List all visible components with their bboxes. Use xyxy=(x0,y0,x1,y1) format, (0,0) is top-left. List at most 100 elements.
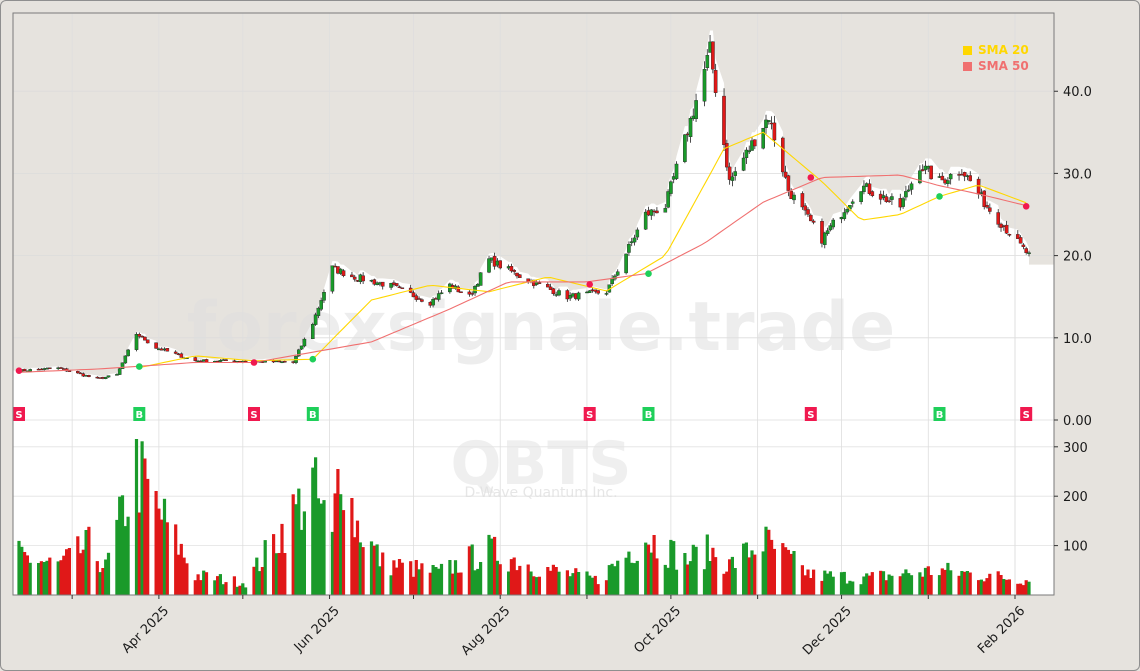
x-axis: Apr 2025 Jun 2025 Aug 2025 Oct 2025 Dec 2025… xyxy=(71,595,1028,659)
signal-label: B xyxy=(936,410,944,421)
volume-bar xyxy=(490,538,494,595)
volume-bar xyxy=(691,544,695,595)
price-tick-label: 20.0 xyxy=(1063,250,1092,265)
volume-bar xyxy=(968,572,972,595)
volume-bar xyxy=(339,494,343,595)
candle-body xyxy=(350,274,354,278)
volume-bar xyxy=(694,546,698,595)
volume-bar xyxy=(1005,579,1009,595)
volume-bar xyxy=(221,584,225,595)
candle-body xyxy=(828,225,833,231)
candle-body xyxy=(431,299,435,306)
volume-bar xyxy=(630,562,634,595)
candle-body xyxy=(456,286,461,293)
candle-body xyxy=(711,41,715,70)
volume-bar xyxy=(255,557,259,595)
volume-bars xyxy=(17,439,1031,595)
volume-bar xyxy=(826,573,830,595)
volume-bar xyxy=(202,570,206,595)
candle-body xyxy=(1004,224,1009,234)
candle-body xyxy=(753,139,757,147)
volume-bar xyxy=(982,581,986,595)
volume-bar xyxy=(742,543,746,595)
candle-body xyxy=(487,258,491,273)
volume-bar xyxy=(252,566,256,595)
candle-body xyxy=(557,290,561,296)
signal-dot xyxy=(645,270,652,278)
candle-body xyxy=(587,290,592,293)
volume-bar xyxy=(879,570,883,595)
legend-swatch xyxy=(963,46,972,55)
watermark-company: D-Wave Quantum Inc. xyxy=(464,485,617,501)
volume-bar xyxy=(820,580,824,595)
volume-bar xyxy=(241,583,245,595)
volume-bar xyxy=(56,561,60,595)
volume-bar xyxy=(985,578,989,595)
volume-bar xyxy=(319,503,323,595)
candle-body xyxy=(537,282,542,284)
volume-bar xyxy=(627,551,631,595)
volume-tick-label: 200 xyxy=(1063,490,1088,505)
volume-bar xyxy=(792,551,796,595)
candle-body xyxy=(277,360,282,363)
volume-bar xyxy=(79,553,83,595)
volume-bar xyxy=(322,500,326,595)
candle-body xyxy=(509,266,514,272)
volume-bar xyxy=(274,553,278,595)
volume-bar xyxy=(823,570,827,595)
volume-bar xyxy=(607,565,611,595)
candle-body xyxy=(1027,252,1031,254)
legend: SMA 20 SMA 50 xyxy=(963,43,1029,73)
candle-body xyxy=(781,137,785,173)
signal-label: S xyxy=(807,410,814,421)
volume-bar xyxy=(238,585,242,595)
volume-bar xyxy=(20,546,24,595)
volume-bar xyxy=(65,549,69,595)
volume-bar xyxy=(341,510,346,595)
volume-bar xyxy=(646,544,651,595)
candle-body xyxy=(352,276,357,280)
volume-bar xyxy=(515,570,519,595)
volume-bar xyxy=(884,580,888,595)
legend-label: SMA 50 xyxy=(978,59,1029,73)
volume-bar xyxy=(67,548,71,595)
volume-bar xyxy=(123,526,127,595)
volume-bar xyxy=(999,575,1003,595)
candle-body xyxy=(906,189,911,192)
candle-body xyxy=(624,253,628,274)
signal-dot xyxy=(1022,203,1030,210)
volume-bar xyxy=(395,567,399,595)
volume-bar xyxy=(644,542,648,595)
candle-body xyxy=(862,185,866,193)
signal-badge xyxy=(133,407,146,421)
signal-badge xyxy=(933,407,946,421)
candle-body xyxy=(904,191,908,198)
price-tick-label: 0.00 xyxy=(1063,414,1092,429)
volume-bar xyxy=(772,548,776,595)
candle-body xyxy=(705,55,710,68)
signal-badge xyxy=(248,407,260,421)
signal-dot xyxy=(586,281,593,288)
volume-bar xyxy=(76,536,80,595)
candle-body xyxy=(663,208,668,213)
candle-body xyxy=(67,370,72,372)
volume-bar xyxy=(437,568,441,595)
volume-bar xyxy=(37,563,41,595)
volume-bar xyxy=(476,568,480,595)
volume-bar xyxy=(909,575,914,595)
candle-body xyxy=(48,367,52,369)
candle-body xyxy=(470,293,475,295)
candle-body xyxy=(179,353,184,358)
candle-body xyxy=(786,175,791,191)
candle-body xyxy=(870,191,875,197)
candle-body xyxy=(137,334,142,337)
volume-bar xyxy=(554,567,558,595)
volume-bar xyxy=(946,562,950,595)
volume-bar xyxy=(378,566,382,595)
volume-bar xyxy=(372,545,376,595)
volume-bar xyxy=(140,441,144,595)
volume-bar xyxy=(960,571,964,595)
candle-body xyxy=(78,372,83,375)
candle-body xyxy=(604,293,609,295)
candle-body xyxy=(666,191,670,208)
